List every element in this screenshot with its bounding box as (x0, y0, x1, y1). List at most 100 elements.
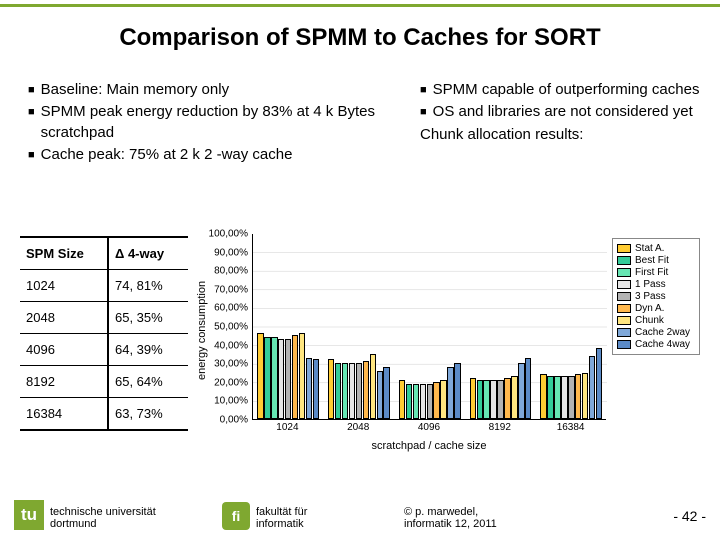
bar (271, 337, 277, 419)
bar (575, 374, 581, 419)
legend-item: 1 Pass (617, 279, 695, 290)
bar (433, 382, 439, 419)
bullet-item: ■Cache peak: 75% at 2 k 2 -way cache (28, 145, 398, 165)
ytick-label: 0,00% (220, 415, 248, 426)
table-cell: 64, 39% (108, 334, 188, 366)
bar (440, 380, 446, 419)
bullet-item: ■Baseline: Main memory only (28, 80, 398, 100)
legend-label: First Fit (635, 267, 668, 278)
legend-label: Cache 4way (635, 339, 690, 350)
bar (356, 363, 362, 419)
bar (420, 384, 426, 419)
chart-xlabel: scratchpad / cache size (252, 440, 606, 452)
copyright-1: © p. marwedel, (404, 506, 478, 518)
legend-item: First Fit (617, 267, 695, 278)
tu-text-1: technische universität (50, 506, 156, 518)
tu-logo: tu (14, 500, 44, 530)
bullets-right: ■SPMM capable of outperforming caches■OS… (420, 80, 700, 145)
bar (377, 371, 383, 419)
bar (568, 376, 574, 419)
bar (470, 378, 476, 419)
legend-swatch (617, 292, 631, 301)
bullet-text: Cache peak: 75% at 2 k 2 -way cache (41, 145, 293, 165)
accent-rule (0, 4, 720, 7)
delta-table: SPM SizeΔ 4-way102474, 81%204865, 35%409… (20, 236, 188, 431)
legend-label: Cache 2way (635, 327, 690, 338)
legend-swatch (617, 244, 631, 253)
chart-bars (253, 234, 606, 419)
table-cell: 2048 (20, 302, 108, 334)
table-row: 204865, 35% (20, 302, 188, 334)
legend-label: 1 Pass (635, 279, 666, 290)
bar (447, 367, 453, 419)
bar (413, 384, 419, 419)
ytick-label: 60,00% (214, 303, 248, 314)
chart-legend: Stat A.Best FitFirst Fit1 Pass3 PassDyn … (612, 238, 700, 355)
ytick-label: 90,00% (214, 247, 248, 258)
bar (454, 363, 460, 419)
table-header: Δ 4-way (108, 237, 188, 270)
bar (363, 361, 369, 419)
bar (554, 376, 560, 419)
table-cell: 8192 (20, 366, 108, 398)
bar (547, 376, 553, 419)
ytick-label: 40,00% (214, 340, 248, 351)
bar (349, 363, 355, 419)
tu-text-2: dortmund (50, 518, 96, 530)
legend-swatch (617, 256, 631, 265)
ytick-label: 30,00% (214, 359, 248, 370)
bar (483, 380, 489, 419)
ytick-label: 50,00% (214, 322, 248, 333)
table-row: 409664, 39% (20, 334, 188, 366)
bar (278, 339, 284, 419)
bar (370, 354, 376, 419)
ytick-label: 10,00% (214, 396, 248, 407)
table-cell: 74, 81% (108, 270, 188, 302)
fi-logo: fi (222, 502, 250, 530)
bar-chart: energy consumption 0,00%10,00%20,00%30,0… (196, 230, 704, 464)
bar (525, 358, 531, 419)
xtick-label: 16384 (557, 422, 585, 433)
copyright-2: informatik 12, 2011 (404, 518, 497, 530)
page-number: - 42 - (673, 508, 706, 524)
bar (504, 378, 510, 419)
bullet-icon: ■ (28, 80, 35, 100)
legend-swatch (617, 340, 631, 349)
table-cell: 16384 (20, 398, 108, 431)
chunk-tail: Chunk allocation results: (420, 125, 700, 145)
legend-label: Dyn A. (635, 303, 664, 314)
bar (383, 367, 389, 419)
table-cell: 1024 (20, 270, 108, 302)
bar (582, 373, 588, 420)
bar (511, 376, 517, 419)
bar (285, 339, 291, 419)
legend-swatch (617, 316, 631, 325)
chart-plot-area (252, 234, 606, 420)
bullet-item: ■SPMM peak energy reduction by 83% at 4 … (28, 102, 398, 143)
bullet-item: ■SPMM capable of outperforming caches (420, 80, 700, 100)
legend-label: Stat A. (635, 243, 664, 254)
bar (299, 333, 305, 419)
bar (342, 363, 348, 419)
legend-item: Stat A. (617, 243, 695, 254)
legend-item: Cache 2way (617, 327, 695, 338)
bar (264, 337, 270, 419)
table-cell: 65, 64% (108, 366, 188, 398)
chart-xticks: 102420484096819216384 (252, 422, 606, 438)
table-cell: 65, 35% (108, 302, 188, 334)
copyright: © p. marwedel, informatik 12, 2011 (404, 506, 497, 530)
chart-yticks: 0,00%10,00%20,00%30,00%40,00%50,00%60,00… (210, 234, 250, 420)
table-cell: 63, 73% (108, 398, 188, 431)
bullets-left: ■Baseline: Main memory only■SPMM peak en… (28, 80, 398, 167)
table-row: 819265, 64% (20, 366, 188, 398)
legend-label: Best Fit (635, 255, 669, 266)
table-cell: 4096 (20, 334, 108, 366)
legend-swatch (617, 268, 631, 277)
fi-text-2: informatik (256, 518, 304, 530)
bullet-text: SPMM capable of outperforming caches (433, 80, 700, 100)
bar (335, 363, 341, 419)
legend-item: Dyn A. (617, 303, 695, 314)
fi-text-1: fakultät für (256, 506, 307, 518)
xtick-label: 8192 (489, 422, 511, 433)
bullet-icon: ■ (420, 102, 427, 122)
